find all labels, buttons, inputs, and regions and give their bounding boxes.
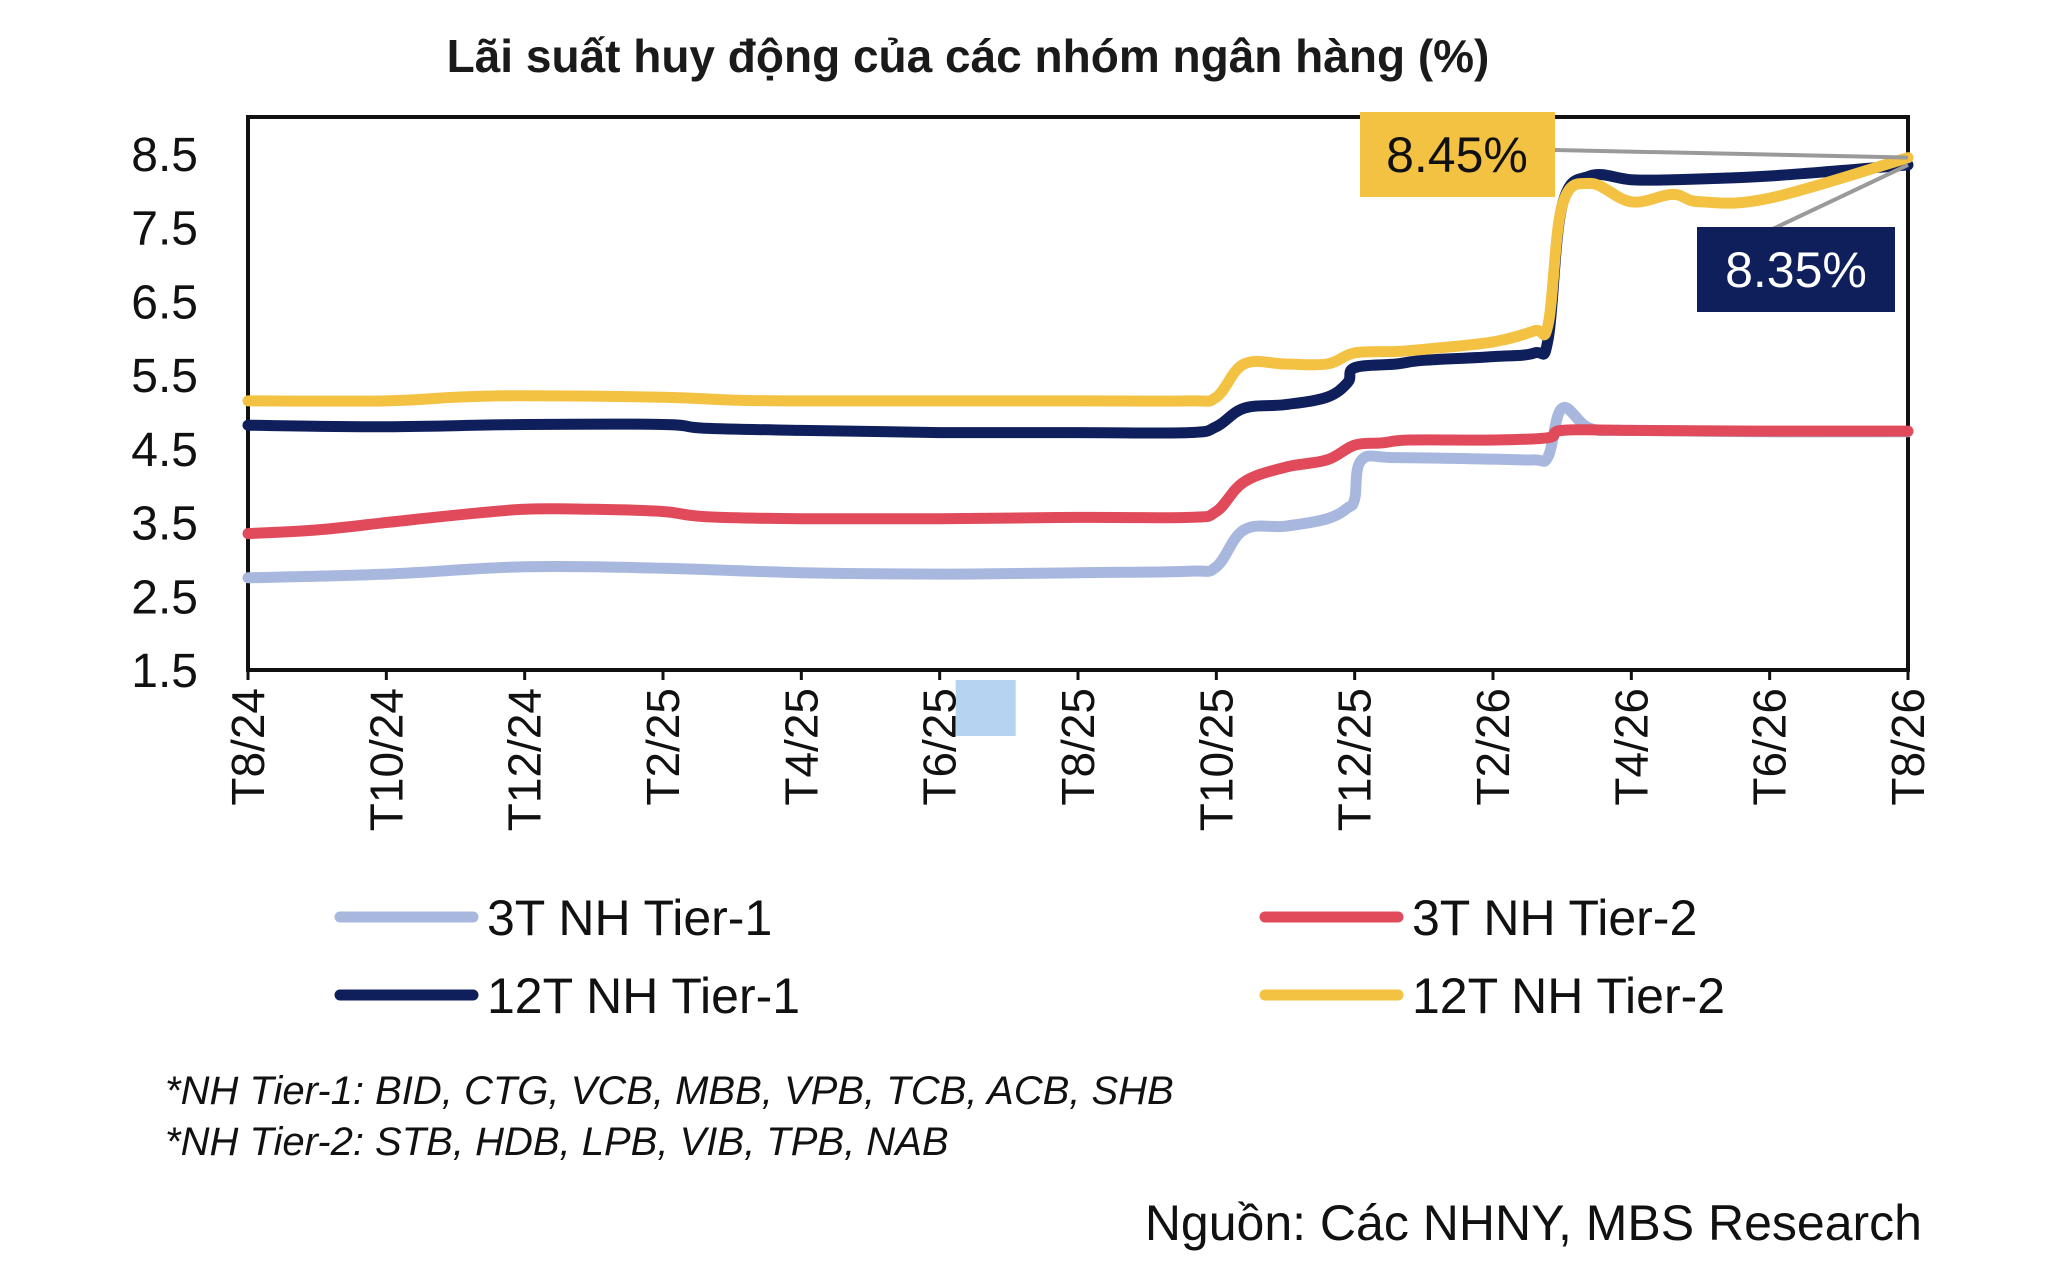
y-axis: 8.5 7.5 6.5 5.5 4.5 3.5 2.5 1.5 <box>131 129 198 698</box>
y-tick-label: 5.5 <box>131 350 198 403</box>
x-tick-label: T8/24 <box>222 688 274 806</box>
y-tick-label: 4.5 <box>131 424 198 477</box>
x-tick-label: T2/25 <box>637 688 689 806</box>
x-tick-label: T10/25 <box>1190 688 1242 831</box>
legend-label: 12T NH Tier-1 <box>487 968 800 1024</box>
legend-label: 3T NH Tier-1 <box>487 890 772 946</box>
x-tick-label: T6/26 <box>1744 688 1796 806</box>
callout-leader <box>1554 148 1909 160</box>
legend: 3T NH Tier-1 3T NH Tier-2 12T NH Tier-1 12T… <box>334 890 1725 1024</box>
chart-title: Lãi suất huy động của các nhóm ngân hàng… <box>447 30 1490 82</box>
legend-label: 3T NH Tier-2 <box>1412 890 1697 946</box>
y-tick-label: 8.5 <box>131 129 198 182</box>
y-tick-label: 2.5 <box>131 571 198 624</box>
y-tick-label: 6.5 <box>131 276 198 329</box>
y-tick-label: 3.5 <box>131 498 198 551</box>
series-line-2 <box>242 424 1914 540</box>
x-tick-label: T12/25 <box>1329 688 1381 831</box>
series-lines <box>242 152 1914 584</box>
series-line-1 <box>242 401 1914 584</box>
source-text: Nguồn: Các NHNY, MBS Research <box>1145 1195 1922 1251</box>
x-tick-label: T4/26 <box>1605 688 1657 806</box>
x-tick-label: T4/25 <box>775 688 827 806</box>
callout-label: 8.45% <box>1386 127 1528 183</box>
callout-label: 8.35% <box>1725 242 1867 298</box>
callouts: 8.45% 8.35% <box>1360 112 1909 312</box>
callout-box <box>1360 112 1555 197</box>
x-tick-label: T10/24 <box>360 688 412 831</box>
x-tick-label: T8/26 <box>1882 688 1934 806</box>
y-tick-label: 1.5 <box>131 645 198 698</box>
note-tier-1: *NH Tier-1: BID, CTG, VCB, MBB, VPB, TCB… <box>165 1069 1174 1113</box>
callout-leader <box>1759 163 1909 237</box>
x-tick-highlight <box>955 680 1016 736</box>
callout-box <box>1697 227 1895 312</box>
series-line-3 <box>242 159 1914 439</box>
x-tick-label: T8/25 <box>1052 688 1104 806</box>
legend-label: 12T NH Tier-2 <box>1412 968 1725 1024</box>
x-tick-label: T12/24 <box>499 688 551 831</box>
x-tick-label: T6/25 <box>914 688 966 806</box>
series-line-4 <box>242 152 1914 407</box>
x-axis: T8/24 T10/24 T12/24 T2/25 T4/25 T6/25 T8/25 T10… <box>222 670 1934 831</box>
note-tier-2: *NH Tier-2: STB, HDB, LPB, VIB, TPB, NAB <box>165 1120 949 1164</box>
x-tick-label: T2/26 <box>1467 688 1519 806</box>
y-tick-label: 7.5 <box>131 203 198 256</box>
